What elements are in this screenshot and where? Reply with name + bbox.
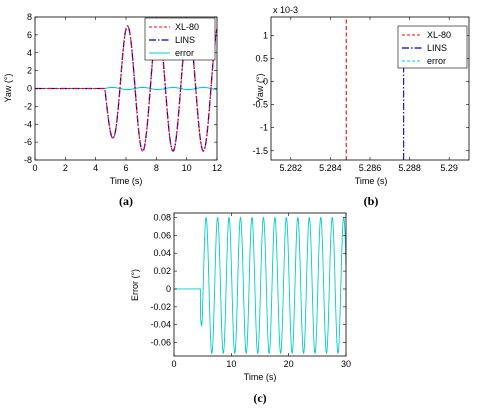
x-tick-label-c: 0 [171,359,176,369]
x-tick-label-a: 4 [93,163,98,173]
y-tick-label-a: -4 [24,119,32,129]
legend-label-xl80-b: XL-80 [427,30,451,40]
legend-label-error-b: error [427,56,446,66]
legend-b: XL-80 LINS error [397,25,468,69]
legend-a: XL-80 LINS error [144,17,216,61]
x-tick-label-b: 5.284 [319,163,342,173]
y-tick-label-c: 0.06 [153,230,171,240]
x-tick-label-a: 10 [182,163,192,173]
caption-c: (c) [253,391,266,405]
x-axis-label-c: Time (s) [244,372,277,382]
x-tick-label-b: 5.288 [398,163,421,173]
series-error-c [174,216,347,355]
y-tick-label-b: -1 [260,123,268,133]
y-tick-label-c: -0.02 [150,302,171,312]
y-tick-label-a: -2 [24,101,32,111]
x-tick-label-b: 5.29 [440,163,458,173]
caption-a: (a) [119,194,133,208]
y-tick-label-b: -0.5 [252,100,268,110]
legend-label-lins-b: LINS [427,43,447,53]
y-tick-label-c: -0.06 [150,338,171,348]
exponent-label-b: x 10-3 [273,5,298,15]
axes-frame-c [173,212,347,357]
legend-label-lins-a: LINS [175,35,195,45]
y-tick-label-a: 0 [27,84,32,94]
y-tick-label-b: 0 [263,77,268,87]
x-tick-label-a: 2 [63,163,68,173]
y-tick-label-c: 0.02 [153,266,171,276]
y-axis-label-b: Yaw (°) [255,74,265,103]
y-tick-label-b: 1 [263,30,268,40]
y-tick-label-b: 0.5 [255,54,268,64]
y-tick-label-a: -6 [24,137,32,147]
y-axis-label-a: Yaw (°) [3,74,13,103]
y-tick-label-a: 8 [27,12,32,22]
y-tick-label-b: -1.5 [252,146,268,156]
x-tick-label-c: 10 [226,359,236,369]
y-tick-label-a: 4 [27,48,32,58]
x-axis-label-a: Time (s) [110,176,143,186]
y-tick-label-a: -8 [24,155,32,165]
y-tick-label-c: 0 [166,284,171,294]
y-tick-label-c: 0.08 [153,212,171,222]
legend-label-error-a: error [175,48,194,58]
x-tick-label-b: 5.282 [280,163,303,173]
y-axis-label-c: Error (°) [130,269,140,301]
x-tick-label-a: 12 [212,163,222,173]
x-tick-label-a: 6 [123,163,128,173]
x-tick-label-c: 20 [284,359,294,369]
y-tick-label-a: 2 [27,66,32,76]
panel-b: 5.282 5.284 5.286 5.288 5.2910.50-0.5-1-1.5 … [252,5,470,208]
y-tick-label-a: 6 [27,30,32,40]
panel-c: 0 10 20 300.080.060.040.020-0.02-0.04-0.06 … [130,212,351,405]
y-tick-label-c: 0.04 [153,248,171,258]
x-tick-label-b: 5.286 [359,163,382,173]
x-tick-label-c: 30 [341,359,351,369]
x-tick-label-a: 0 [32,163,37,173]
x-tick-label-a: 8 [154,163,159,173]
x-axis-label-b: Time (s) [355,176,388,186]
y-tick-label-c: -0.04 [150,320,171,330]
legend-label-xl80-a: XL-80 [175,22,199,32]
caption-b: (b) [364,194,379,208]
